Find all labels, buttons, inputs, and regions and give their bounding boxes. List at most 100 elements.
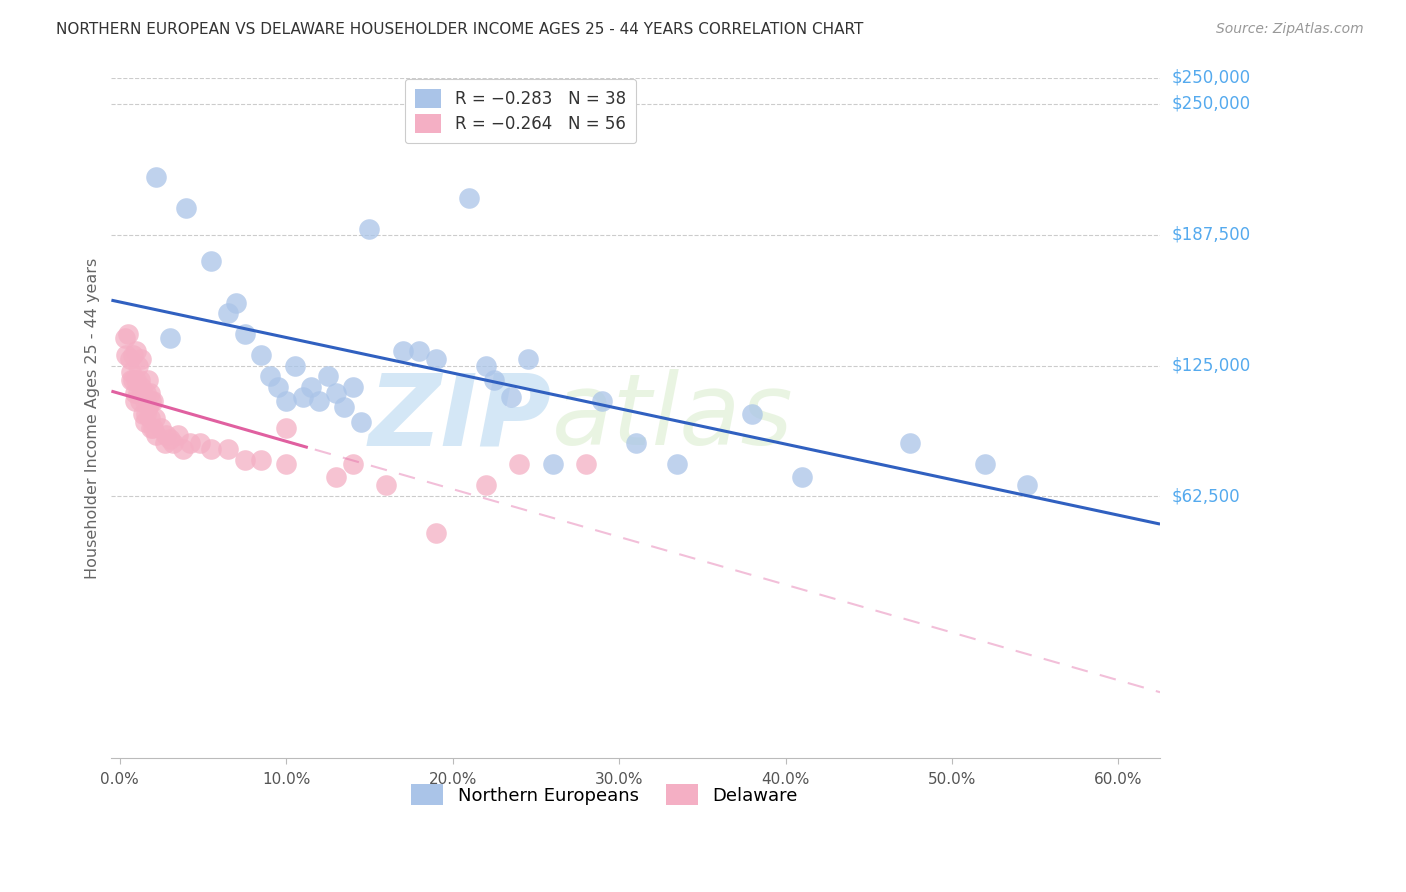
- Text: ZIP: ZIP: [368, 369, 551, 467]
- Point: [575, 457, 598, 471]
- Point: [408, 343, 430, 358]
- Point: [291, 390, 314, 404]
- Point: [233, 452, 256, 467]
- Point: [741, 407, 763, 421]
- Point: [316, 369, 339, 384]
- Text: $187,500: $187,500: [1171, 226, 1250, 244]
- Point: [508, 457, 530, 471]
- Point: [120, 373, 142, 387]
- Point: [325, 385, 347, 400]
- Point: [127, 385, 149, 400]
- Point: [122, 348, 145, 362]
- Point: [391, 343, 413, 358]
- Point: [217, 306, 239, 320]
- Point: [624, 436, 647, 450]
- Point: [484, 373, 506, 387]
- Point: [153, 436, 176, 450]
- Point: [125, 373, 148, 387]
- Point: [138, 411, 160, 425]
- Point: [124, 385, 146, 400]
- Point: [325, 469, 347, 483]
- Point: [375, 478, 398, 492]
- Point: [225, 295, 247, 310]
- Point: [541, 457, 564, 471]
- Point: [475, 478, 498, 492]
- Text: $250,000: $250,000: [1171, 95, 1250, 112]
- Point: [138, 385, 160, 400]
- Point: [142, 394, 165, 409]
- Point: [128, 373, 150, 387]
- Point: [898, 436, 921, 450]
- Point: [131, 352, 153, 367]
- Point: [117, 327, 139, 342]
- Point: [200, 253, 222, 268]
- Text: atlas: atlas: [551, 369, 793, 467]
- Point: [136, 401, 159, 415]
- Point: [359, 222, 381, 236]
- Point: [155, 427, 177, 442]
- Point: [1015, 478, 1038, 492]
- Point: [276, 394, 298, 409]
- Point: [792, 469, 814, 483]
- Point: [125, 343, 148, 358]
- Point: [159, 331, 181, 345]
- Point: [135, 407, 157, 421]
- Point: [342, 379, 364, 393]
- Point: [159, 432, 181, 446]
- Text: NORTHERN EUROPEAN VS DELAWARE HOUSEHOLDER INCOME AGES 25 - 44 YEARS CORRELATION : NORTHERN EUROPEAN VS DELAWARE HOUSEHOLDE…: [56, 22, 863, 37]
- Point: [475, 359, 498, 373]
- Point: [141, 394, 163, 409]
- Legend: Northern Europeans, Delaware: Northern Europeans, Delaware: [402, 775, 807, 814]
- Point: [134, 415, 156, 429]
- Point: [135, 385, 157, 400]
- Point: [122, 373, 145, 387]
- Point: [145, 427, 167, 442]
- Point: [516, 352, 538, 367]
- Y-axis label: Householder Income Ages 25 - 44 years: Householder Income Ages 25 - 44 years: [86, 257, 100, 579]
- Point: [308, 394, 330, 409]
- Point: [276, 421, 298, 435]
- Point: [124, 394, 146, 409]
- Point: [267, 379, 290, 393]
- Point: [141, 421, 163, 435]
- Point: [200, 442, 222, 457]
- Point: [150, 421, 173, 435]
- Point: [333, 401, 356, 415]
- Point: [666, 457, 689, 471]
- Point: [131, 379, 153, 393]
- Point: [118, 352, 141, 367]
- Text: $125,000: $125,000: [1171, 357, 1250, 375]
- Point: [176, 202, 198, 216]
- Point: [179, 436, 201, 450]
- Point: [143, 411, 166, 425]
- Point: [276, 457, 298, 471]
- Point: [250, 452, 273, 467]
- Text: $250,000: $250,000: [1171, 69, 1250, 87]
- Point: [145, 169, 167, 184]
- Point: [233, 327, 256, 342]
- Point: [162, 436, 184, 450]
- Point: [142, 421, 165, 435]
- Point: [172, 442, 194, 457]
- Point: [250, 348, 273, 362]
- Point: [167, 427, 190, 442]
- Text: Source: ZipAtlas.com: Source: ZipAtlas.com: [1216, 22, 1364, 37]
- Point: [132, 385, 155, 400]
- Point: [259, 369, 281, 384]
- Point: [425, 526, 447, 541]
- Point: [136, 373, 159, 387]
- Point: [974, 457, 997, 471]
- Point: [134, 394, 156, 409]
- Point: [342, 457, 364, 471]
- Point: [120, 365, 142, 379]
- Point: [217, 442, 239, 457]
- Point: [283, 359, 305, 373]
- Point: [458, 191, 481, 205]
- Point: [591, 394, 613, 409]
- Point: [114, 331, 136, 345]
- Text: $62,500: $62,500: [1171, 488, 1240, 506]
- Point: [299, 379, 322, 393]
- Point: [425, 352, 447, 367]
- Point: [188, 436, 211, 450]
- Point: [350, 415, 373, 429]
